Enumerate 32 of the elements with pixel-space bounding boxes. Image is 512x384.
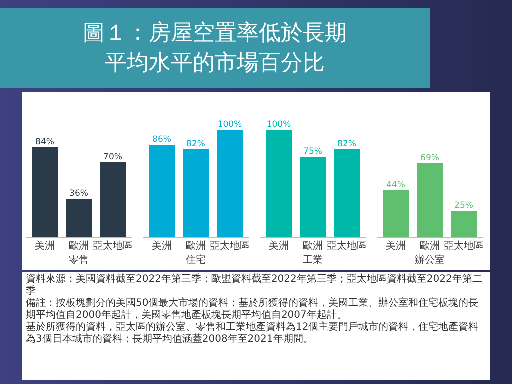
source-note: 資料來源：美國資料截至2022年第三季；歐盟資料截至2022年第三季；亞太地區資料截至2022年第二季: [26, 274, 484, 297]
x-tick-label: 亞太地區: [93, 240, 133, 252]
data-label: 70%: [104, 152, 122, 162]
x-tick-label: 亞太地區: [444, 240, 484, 252]
x-tick-label: 歐洲: [186, 240, 206, 252]
data-label: 25%: [454, 201, 474, 211]
data-label: 84%: [36, 137, 54, 148]
data-label: 82%: [186, 139, 206, 150]
x-axis-title: 住宅: [186, 254, 206, 266]
x-tick-label: 美洲: [386, 240, 406, 252]
x-tick-label: 亞太地區: [210, 240, 250, 252]
data-label: 69%: [420, 153, 440, 164]
data-label: 36%: [70, 189, 88, 200]
text: 圖１：房屋空置率低於長期平均水平的市場百分比: [83, 21, 347, 76]
data-label: 75%: [304, 147, 322, 157]
x-tick-label: 美洲: [269, 240, 289, 252]
text: 基於所獲得的資料，亞太區的辦公室、零售和工業地產資料為12個主要門戶城市的資料，住宅地產資料為3個日本城市的資料；長期平均值涵蓋2008年至2021年期間。: [26, 322, 480, 345]
text: 備註：按板塊劃分的美國50個最大市場的資料；基於所獲得的資料，美國工業、辦公室和住宅板塊的長期平均值自2000年起計，美國零售地產板塊長期平均值自2007年起計。: [26, 298, 480, 321]
x-axis-title: 工業: [303, 254, 323, 266]
data-label: 82%: [338, 139, 356, 150]
x-tick-label: 歐洲: [69, 240, 89, 252]
x-axis-title: 辦公室: [415, 254, 445, 266]
data-label: 44%: [386, 180, 406, 190]
x-tick-label: 美洲: [35, 240, 55, 252]
data-label: 86%: [152, 135, 172, 146]
x-tick-label: 亞太地區: [327, 240, 367, 252]
x-axis-title: 零售: [69, 254, 89, 266]
x-tick-label: 美洲: [152, 240, 172, 252]
data-label: 100%: [218, 120, 242, 130]
x-tick-label: 歐洲: [303, 240, 323, 252]
x-tick-label: 歐洲: [420, 240, 440, 252]
data-label: 100%: [266, 120, 292, 130]
